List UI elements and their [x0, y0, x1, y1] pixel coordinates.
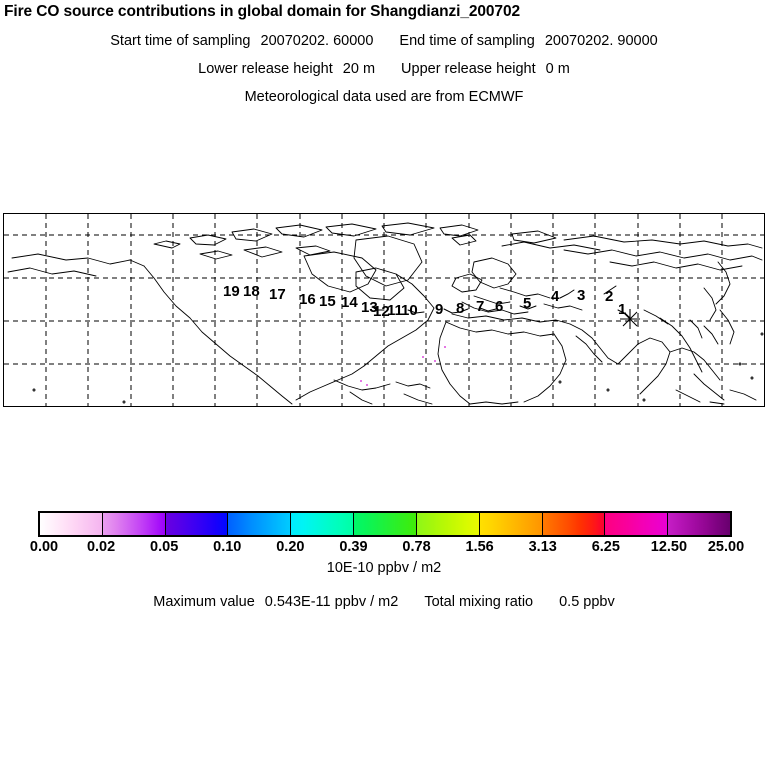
colorbar-segment-0 — [40, 513, 103, 535]
colorbar-tick-9: 6.25 — [591, 539, 620, 555]
colorbar-tick-6: 0.78 — [402, 539, 431, 555]
colorbar-tick-8: 3.13 — [528, 539, 557, 555]
colorbar-tick-labels: 0.00 0.02 0.05 0.10 0.20 0.39 0.78 1.56 3.13 6.25… — [0, 539, 768, 557]
trajectory-label-7: 7 — [476, 298, 485, 315]
trajectory-label-15: 15 — [319, 293, 336, 310]
map-graticule — [4, 214, 764, 406]
colorbar-tick-4: 0.20 — [276, 539, 305, 555]
trajectory-label-18: 18 — [243, 283, 260, 300]
trajectory-label-9: 9 — [435, 301, 444, 318]
colorbar-tick-10: 12.50 — [650, 539, 688, 555]
trajectory-label-8: 8 — [456, 300, 465, 317]
colorbar-tick-2: 0.05 — [150, 539, 179, 555]
meteorology-line: Meteorological data used are from ECMWF — [244, 89, 524, 105]
trajectory-label-11: 11 — [387, 302, 403, 319]
colorbar-segments[interactable] — [38, 511, 732, 537]
start-time-value: 20070202. 60000 — [260, 33, 374, 49]
upper-release-label: Upper release height — [401, 61, 536, 77]
map-plot-area: 19 18 17 16 15 14 13 12 11 10 9 8 7 6 5 4 3 2 1 — [3, 213, 765, 407]
map-inner: 19 18 17 16 15 14 13 12 11 10 9 8 7 6 5 4 3 2 1 — [4, 214, 764, 406]
maximum-value: 0.543E-11 ppbv / m2 — [264, 594, 399, 610]
trajectory-layer — [360, 285, 640, 386]
colorbar-tick-3: 0.10 — [213, 539, 242, 555]
colorbar-segment-5 — [354, 513, 417, 535]
colorbar-tick-5: 0.39 — [339, 539, 368, 555]
colorbar-tick-11: 25.00 — [707, 539, 745, 555]
end-time-label: End time of sampling — [399, 33, 535, 49]
trajectory-label-1: 1 — [618, 301, 627, 318]
page-title: Fire CO source contributions in global d… — [4, 3, 520, 20]
lower-release-label: Lower release height — [198, 61, 333, 77]
upper-release-value: 0 m — [545, 61, 570, 77]
colorbar-segment-8 — [542, 513, 606, 535]
start-time-label: Start time of sampling — [110, 33, 251, 49]
colorbar-segment-2 — [165, 513, 229, 535]
trajectory-label-4: 4 — [551, 288, 560, 305]
trajectory-label-17: 17 — [269, 286, 286, 303]
colorbar-segment-1 — [102, 513, 166, 535]
faint-source-pixels — [360, 346, 446, 386]
footer-stats: Maximum value 0.543E-11 ppbv / m2 Total mi… — [0, 594, 768, 610]
trajectory-label-10: 10 — [401, 302, 418, 319]
trajectory-label-16: 16 — [299, 291, 316, 308]
maximum-value-label: Maximum value — [153, 594, 255, 610]
colorbar-segment-4 — [291, 513, 355, 535]
coastline-layer — [7, 222, 764, 405]
trajectory-label-5: 5 — [523, 295, 532, 312]
trajectory-label-13: 13 — [361, 299, 378, 316]
trajectory-label-3: 3 — [577, 287, 586, 304]
trajectory-label-6: 6 — [495, 298, 504, 315]
release-site-star — [620, 309, 640, 329]
colorbar-tick-0: 0.00 — [29, 539, 59, 555]
colorbar-segment-6 — [416, 513, 480, 535]
trajectory-label-19: 19 — [223, 283, 240, 300]
colorbar-segment-10 — [668, 513, 730, 535]
release-height-line: Lower release height 20 m Upper release he… — [0, 61, 768, 77]
total-mixing-ratio-label: Total mixing ratio — [424, 594, 534, 610]
colorbar — [38, 511, 732, 537]
colorbar-segment-7 — [479, 513, 543, 535]
sampling-time-line: Start time of sampling 20070202. 60000 End… — [0, 33, 768, 49]
colorbar-unit-label: 10E-10 ppbv / m2 — [326, 560, 442, 576]
colorbar-segment-9 — [605, 513, 669, 535]
end-time-value: 20070202. 90000 — [544, 33, 658, 49]
trajectory-label-14: 14 — [341, 294, 358, 311]
colorbar-tick-7: 1.56 — [465, 539, 494, 555]
trajectory-label-12: 12 — [373, 303, 390, 320]
colorbar-tick-1: 0.02 — [86, 539, 116, 555]
trajectory-label-2: 2 — [605, 288, 614, 305]
colorbar-segment-3 — [228, 513, 292, 535]
total-mixing-ratio-value: 0.5 ppbv — [559, 594, 615, 610]
lower-release-value: 20 m — [342, 61, 376, 77]
